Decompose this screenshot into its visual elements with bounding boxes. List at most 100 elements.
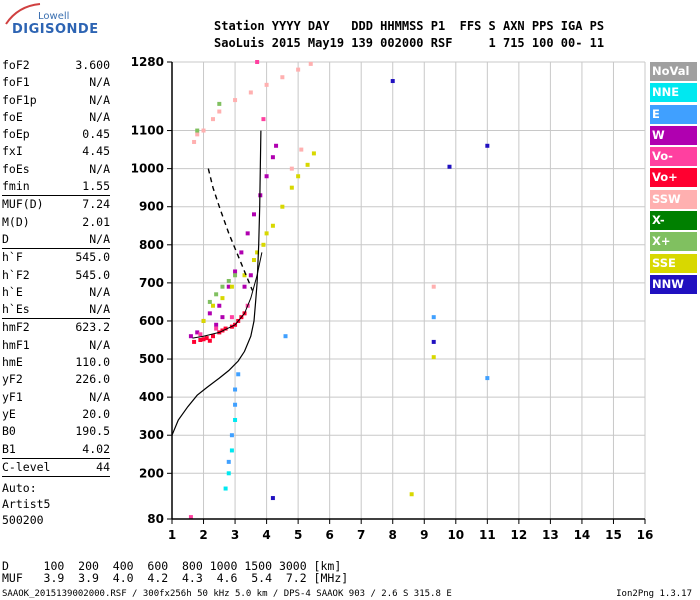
data-point-w (195, 330, 200, 335)
data-point-vo (233, 322, 238, 327)
data-point-sse (229, 284, 234, 289)
data-point-sse (409, 492, 414, 497)
data-point-vo (198, 338, 203, 343)
param-value: 4.02 (82, 441, 110, 456)
param-separator (2, 318, 110, 320)
param-label: h`F (2, 250, 23, 265)
x-tick-label: 11 (479, 528, 496, 542)
legend-item-vo: Vo+ (650, 168, 697, 188)
y-tick-label: 1280 (131, 55, 164, 69)
param-value: N/A (89, 337, 110, 352)
data-point-nnw (485, 143, 490, 148)
param-row: hmF2 623.2 (2, 319, 110, 336)
param-row: yF2 226.0 (2, 371, 110, 388)
data-point-e (431, 315, 436, 320)
trace-fit-curve (192, 252, 263, 339)
data-point-vo (236, 318, 241, 323)
param-value: 3.600 (75, 58, 110, 72)
legend-item-nnw: NNW (650, 274, 697, 294)
param-label: B0 (2, 424, 16, 439)
data-point-ssw (233, 98, 238, 103)
param-label: hmF2 (2, 320, 30, 335)
data-point-vo (207, 338, 212, 343)
data-point-sse (210, 303, 215, 308)
legend-item-x: X+ (650, 232, 697, 252)
y-tick-label: 80 (147, 512, 164, 526)
x-tick-label: 6 (325, 528, 333, 542)
data-point-vo (198, 332, 203, 337)
data-point-ssw (201, 128, 206, 133)
data-point-vo (217, 330, 222, 335)
param-row: foF1p N/A (2, 92, 110, 109)
param-value: 20.0 (82, 406, 110, 421)
data-point-nne (233, 417, 238, 422)
y-tick-label: 900 (139, 200, 164, 214)
data-point-vo (255, 60, 260, 64)
data-point-w (258, 193, 263, 198)
plot-grid (171, 61, 646, 520)
param-label: foF2 (2, 58, 30, 72)
y-tick-label: 200 (139, 466, 164, 480)
data-point-sse (261, 242, 266, 247)
param-value: 44 (96, 459, 110, 474)
legend-item-nne: NNE (650, 83, 697, 103)
param-row: yF1 N/A (2, 389, 110, 406)
param-label: D (2, 231, 9, 246)
data-point-vo (188, 515, 193, 520)
param-label: foE (2, 109, 23, 124)
param-row: foE N/A (2, 109, 110, 126)
legend-item-w: W (650, 125, 697, 145)
legend-item-noval: NoVal (650, 62, 697, 81)
header-row-labels: Station YYYY DAY DDD HHMMSS P1 FFS S AXN… (214, 19, 605, 33)
data-point-ssw (308, 61, 313, 66)
data-point-e (236, 372, 241, 377)
legend-item-ssw: SSW (650, 189, 697, 209)
data-point-sse (280, 204, 285, 209)
data-point-ssw (289, 166, 294, 171)
param-row: yE 20.0 (2, 406, 110, 423)
param-row: hmF1 N/A (2, 337, 110, 354)
logo-line1: Lowell (38, 11, 70, 22)
x-tick-label: 7 (357, 528, 365, 542)
data-point-w (226, 284, 231, 289)
data-point-sse (296, 174, 301, 179)
data-point-sse (255, 250, 260, 255)
data-point-vo (245, 303, 250, 308)
param-row: MUF(D) 7.24 (2, 196, 110, 213)
param-value: 1.55 (82, 179, 110, 194)
x-tick-label: 16 (637, 528, 654, 542)
data-point-sse (305, 162, 310, 167)
data-point-x (217, 101, 222, 106)
param-value: N/A (89, 92, 110, 107)
data-point-vo (239, 315, 244, 320)
data-point-vo (214, 326, 219, 331)
x-tick-label: 3 (231, 528, 239, 542)
data-point-w (233, 269, 238, 274)
y-tick-label: 600 (139, 314, 164, 328)
dashed-curve (207, 168, 254, 291)
param-label: foEs (2, 161, 30, 176)
data-point-w (242, 284, 247, 289)
data-point-sse (251, 258, 256, 263)
data-point-e (233, 402, 238, 407)
param-separator (2, 248, 110, 250)
data-point-w (251, 212, 256, 217)
x-tick-label: 13 (542, 528, 559, 542)
software-version: Ion2Png 1.3.17 (616, 589, 692, 599)
data-point-ssw (264, 82, 269, 87)
data-point-nnw (431, 339, 436, 344)
data-point-x (220, 284, 225, 289)
param-label: h`F2 (2, 267, 30, 282)
param-row: hmE 110.0 (2, 354, 110, 371)
data-point-x (226, 278, 231, 283)
data-point-w (239, 250, 244, 255)
param-label: foEp (2, 127, 30, 142)
data-point-nne (223, 486, 228, 491)
param-value: 545.0 (75, 250, 110, 265)
data-point-vo (229, 324, 234, 329)
auto-label: Auto: (2, 481, 37, 495)
param-value: 0.45 (82, 127, 110, 142)
data-point-nnw (390, 79, 395, 84)
x-tick-label: 2 (199, 528, 207, 542)
param-label: M(D) (2, 214, 30, 229)
